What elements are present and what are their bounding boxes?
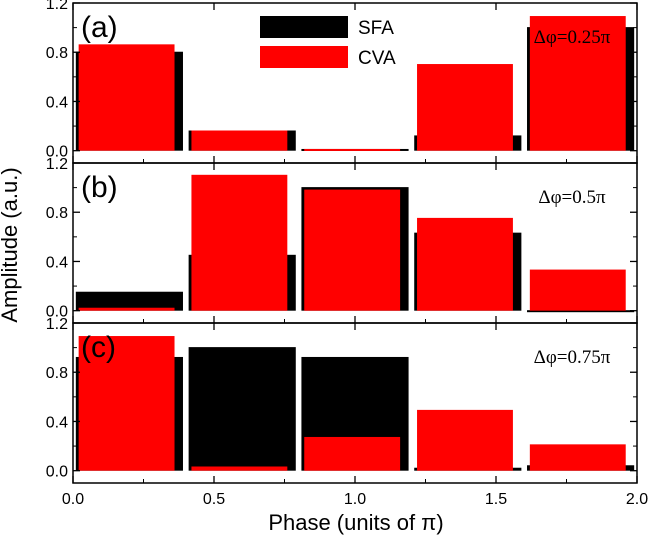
panel-label-1: (b) [81,171,118,204]
bar-sfa-1-4 [527,310,635,313]
panel-0: 0.0 0.4 0.8 1.2 (a) Δφ=0.25π [46,0,638,164]
bar-cva-2-4 [529,444,626,471]
x-axis-title: Phase (units of π) [268,510,443,535]
x-tick-label-3: 1.5 [485,491,507,508]
panel-label-2: (c) [81,331,116,364]
bar-cva-1-2 [304,189,401,311]
panels-group: 0.0 0.4 0.8 1.2 (a) Δφ=0.25π 0.0 0.4 0.8 1.2 (b) Δφ… [46,0,638,484]
x-tick-label-2: 1.0 [344,491,366,508]
y-tick-label-2-0: 0.0 [46,464,68,481]
bar-sfa-2-1 [188,347,296,471]
bar-cva-1-1 [191,174,288,311]
y-tick-label-1-3: 1.2 [46,156,68,173]
x-tick-label-4: 2.0 [626,491,648,508]
y-tick-label-0-1: 0.4 [46,94,68,111]
legend-swatch-sfa [260,16,348,38]
bar-cva-0-1 [191,130,288,151]
bar-cva-2-0 [78,336,175,471]
legend-label-cva: CVA [358,48,396,69]
legend-swatch-cva [260,46,348,68]
bar-cva-0-0 [78,44,175,151]
y-tick-label-2-3: 1.2 [46,316,68,333]
bar-cva-2-1 [191,466,288,471]
y-tick-label-0-0: 0.0 [46,144,68,161]
panel-1: 0.0 0.4 0.8 1.2 (b) Δφ=0.5π [46,156,638,324]
bar-cva-1-4 [529,269,626,311]
legend: SFA CVA [260,16,396,69]
y-tick-label-0-3: 1.2 [46,0,68,13]
x-tick-label-0: 0.0 [62,491,84,508]
panel-annotation-2: Δφ=0.75π [534,347,611,368]
y-tick-label-1-2: 0.8 [46,205,68,222]
bar-cva-0-4 [529,16,626,151]
y-axis-title: Amplitude (a.u.) [0,167,22,322]
bar-cva-0-3 [417,64,513,151]
y-tick-label-1-1: 0.4 [46,254,68,271]
panel-annotation-1: Δφ=0.5π [538,187,606,208]
panel-2: 0.0 0.4 0.8 1.2 (c) Δφ=0.75π [46,316,638,484]
bar-cva-1-0 [78,307,175,311]
bar-cva-0-2 [304,148,401,151]
panel-annotation-0: Δφ=0.25π [534,27,611,48]
bar-cva-2-2 [304,436,401,471]
bar-cva-1-3 [417,217,513,311]
x-axis-ticks: 0.0 0.5 1.0 1.5 2.0 [62,491,648,508]
bar-cva-2-3 [417,409,513,471]
y-tick-label-1-0: 0.0 [46,304,68,321]
y-tick-label-2-1: 0.4 [46,414,68,431]
bar-sfa-1-0 [75,291,183,311]
panel-label-0: (a) [81,11,118,44]
legend-label-sfa: SFA [358,18,394,39]
y-tick-label-0-2: 0.8 [46,45,68,62]
x-tick-label-1: 0.5 [203,491,225,508]
y-tick-label-2-2: 0.8 [46,365,68,382]
